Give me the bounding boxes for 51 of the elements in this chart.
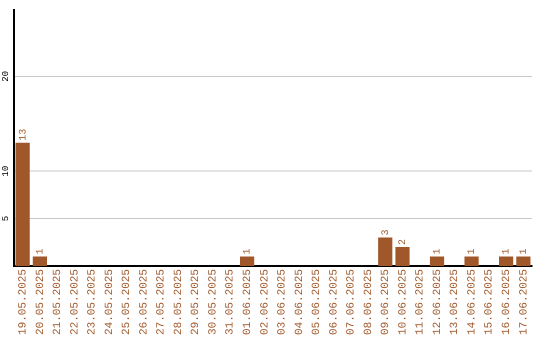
y-tick-label: 10 — [0, 166, 11, 177]
bar — [464, 256, 479, 266]
x-tick-label: 08.06.2025 — [362, 268, 375, 336]
bar — [240, 256, 254, 266]
bar — [498, 256, 514, 266]
x-tick-label: 12.06.2025 — [432, 268, 444, 336]
x-tick-label: 31.05.2025 — [224, 268, 237, 336]
data-label: 1 — [432, 248, 444, 255]
x-tick-label: 01.06.2025 — [242, 268, 254, 336]
data-label: 1 — [519, 248, 530, 255]
x-tick-label: 02.06.2025 — [259, 268, 272, 336]
x-tick-label: 05.06.2025 — [311, 268, 324, 336]
x-tick-label: 26.05.2025 — [138, 268, 150, 336]
x-tick-label: 19.05.2025 — [18, 268, 30, 336]
bar — [32, 256, 48, 266]
x-tick-label: 30.05.2025 — [207, 268, 220, 336]
bar — [516, 256, 530, 266]
data-label: 13 — [18, 128, 30, 141]
x-tick-label: 29.05.2025 — [190, 268, 202, 336]
x-tick-label: 06.06.2025 — [328, 268, 340, 336]
x-tick-label: 20.05.2025 — [34, 268, 47, 336]
data-label: 1 — [242, 248, 254, 255]
x-tick-label: 04.06.2025 — [294, 268, 306, 336]
x-tick-label: 25.05.2025 — [121, 268, 134, 336]
x-tick-label: 09.06.2025 — [380, 268, 392, 336]
x-tick-label: 27.05.2025 — [156, 268, 168, 336]
data-label: 1 — [36, 248, 47, 255]
y-tick-label: 20 — [0, 70, 11, 82]
data-label: 1 — [502, 248, 513, 255]
x-tick-label: 17.06.2025 — [518, 268, 530, 336]
x-tick-label: 03.06.2025 — [276, 268, 289, 336]
x-tick-label: 24.05.2025 — [104, 268, 116, 336]
x-tick-label: 21.05.2025 — [52, 268, 64, 336]
bar — [395, 247, 410, 266]
x-tick-label: 22.05.2025 — [69, 268, 82, 336]
x-tick-label: 23.05.2025 — [86, 268, 99, 336]
bar — [378, 238, 392, 266]
x-tick-label: 13.06.2025 — [449, 268, 462, 336]
x-tick-label: 10.06.2025 — [397, 268, 410, 336]
x-tick-label: 07.06.2025 — [346, 268, 358, 336]
x-tick-label: 15.06.2025 — [484, 268, 496, 336]
data-label: 1 — [467, 248, 478, 255]
data-label: 3 — [380, 230, 392, 236]
bar — [16, 142, 30, 266]
bar — [430, 256, 444, 266]
x-tick-label: 16.06.2025 — [501, 268, 514, 336]
x-tick-label: 11.06.2025 — [414, 268, 427, 336]
y-tick-label: 5 — [0, 216, 11, 222]
x-tick-label: 14.06.2025 — [466, 268, 478, 336]
x-tick-label: 28.05.2025 — [172, 268, 185, 336]
data-label: 2 — [398, 239, 410, 246]
